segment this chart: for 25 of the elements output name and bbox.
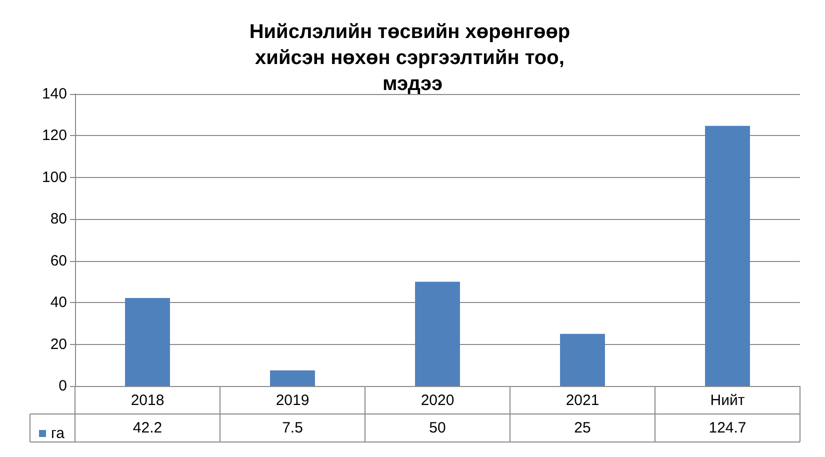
x-tick-label: 2018 bbox=[130, 392, 164, 409]
y-tick-label: 140 bbox=[42, 86, 67, 102]
x-tick-label: 2021 bbox=[566, 392, 600, 409]
y-tick-label: 100 bbox=[42, 168, 67, 186]
data-label: 7.5 bbox=[282, 420, 303, 436]
chart-title: Нийслэлийн төсвийн хөрөнгөөр хийсэн нөхөн сэргээлтийн тоо, мэдээ bbox=[249, 21, 576, 95]
data-label: 42.2 bbox=[132, 420, 162, 436]
data-label: 50 bbox=[429, 420, 446, 436]
y-tick-label: 80 bbox=[50, 210, 67, 228]
bar bbox=[125, 298, 170, 386]
bar bbox=[415, 282, 460, 386]
x-tick-label: Нийт bbox=[710, 392, 745, 409]
y-tick-label: 60 bbox=[50, 252, 67, 270]
data-label: 25 bbox=[574, 420, 591, 436]
y-tick-label: 0 bbox=[58, 378, 67, 394]
legend-label: га bbox=[51, 425, 66, 442]
bar bbox=[560, 334, 605, 386]
bar bbox=[705, 126, 750, 386]
y-tick-label: 120 bbox=[42, 127, 67, 144]
data-label: 124.7 bbox=[708, 420, 746, 436]
x-tick-label: 2020 bbox=[420, 392, 454, 409]
x-tick-label: 2019 bbox=[276, 392, 310, 409]
bar bbox=[270, 370, 315, 386]
y-tick-label: 20 bbox=[50, 336, 67, 353]
y-tick-label: 40 bbox=[50, 294, 67, 312]
